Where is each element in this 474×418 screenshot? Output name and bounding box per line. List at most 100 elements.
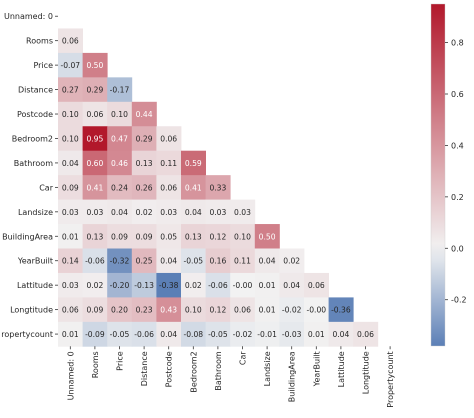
cell-value-label: 0.16: [209, 257, 226, 266]
cell-value-label: -0.03: [282, 330, 302, 339]
cell-value-label: 0.04: [111, 208, 128, 217]
cell-value-label: 0.05: [160, 232, 177, 241]
heatmap-cell: [58, 28, 83, 54]
cell-value-label: 0.50: [86, 61, 103, 70]
x-tick-label: Landsize: [263, 351, 272, 386]
heatmap-cell: [107, 101, 133, 127]
cell-value-label: 0.44: [136, 110, 153, 119]
y-tick-label: Rooms: [26, 37, 53, 46]
colorbar: [430, 3, 446, 347]
heatmap-cell: [230, 224, 256, 249]
y-tick-label: Longtitude: [10, 306, 53, 315]
heatmap-cell: [181, 321, 206, 347]
heatmap-cell: [107, 175, 133, 200]
heatmap-cell: [131, 224, 157, 249]
cell-value-label: 0.12: [209, 306, 226, 315]
y-tick-label: Postcode: [17, 110, 53, 119]
cell-value-label: 0.01: [259, 281, 276, 290]
heatmap-cell: [156, 272, 182, 298]
heatmap-cell: [156, 224, 182, 249]
heatmap-cell: [58, 248, 83, 274]
cell-value-label: 0.10: [111, 110, 128, 119]
cell-value-label: 0.10: [185, 306, 202, 315]
colorbar-tick-label: 0.4: [451, 141, 464, 150]
x-tick-label: Bedroom2: [189, 351, 198, 392]
heatmap-cell: [82, 199, 108, 225]
cell-value-label: -0.00: [233, 281, 253, 290]
heatmap-cell: [230, 321, 256, 347]
cell-value-label: 0.13: [86, 232, 103, 241]
cell-value-label: 0.06: [357, 330, 374, 339]
heatmap-cell: [82, 150, 108, 176]
heatmap-cell: [131, 175, 157, 200]
heatmap-cell: [58, 150, 83, 176]
cell-value-label: 0.13: [185, 232, 202, 241]
cell-value-label: -0.02: [233, 330, 253, 339]
heatmap-cell: [205, 199, 231, 225]
cell-value-label: 0.20: [111, 306, 128, 315]
cell-value-label: 0.01: [62, 330, 79, 339]
x-tick-label: Longtitude: [362, 351, 371, 394]
cell-value-label: 0.02: [86, 281, 103, 290]
heatmap-cell: [205, 175, 231, 200]
cell-value-label: 0.06: [86, 110, 103, 119]
heatmap-cell: [254, 321, 280, 347]
y-tick-label: Landsize: [18, 208, 53, 217]
heatmap-cell: [82, 272, 108, 298]
cell-value-label: 0.43: [160, 306, 177, 315]
heatmap-cell: [131, 150, 157, 176]
heatmap-cell: [107, 321, 133, 347]
heatmap-cell: [107, 248, 133, 274]
cell-value-label: 0.06: [160, 134, 177, 143]
cell-value-label: 0.27: [62, 86, 79, 95]
heatmap-cell: [131, 297, 157, 323]
cell-value-label: -0.32: [110, 257, 130, 266]
heatmap-cell: [82, 297, 108, 323]
cell-value-label: 0.03: [62, 281, 79, 290]
heatmap-cell: [181, 272, 206, 298]
cell-value-label: -0.00: [306, 306, 326, 315]
heatmap-cell: [82, 248, 108, 274]
heatmap-cell: [279, 272, 305, 298]
colorbar-tick-label: 0.6: [451, 90, 464, 99]
cell-value-label: 0.46: [111, 159, 128, 168]
cell-value-label: -0.06: [208, 281, 228, 290]
x-tick-label: BuildingArea: [288, 351, 297, 402]
cell-value-label: 0.11: [234, 257, 251, 266]
heatmap-cell: [82, 101, 108, 127]
heatmap-cell: [156, 175, 182, 200]
heatmap-cell: [82, 77, 108, 103]
heatmap-cell: [156, 126, 182, 152]
y-tick-label: YearBuilt: [17, 257, 53, 266]
cell-value-label: 0.09: [111, 232, 128, 241]
heatmap-cell: [304, 321, 329, 347]
cell-value-label: 0.03: [234, 208, 251, 217]
cell-value-label: -0.01: [257, 330, 277, 339]
cell-value-label: 0.06: [62, 306, 79, 315]
cell-value-label: 0.03: [160, 208, 177, 217]
cell-value-label: -0.13: [134, 281, 154, 290]
heatmap-cell: [230, 272, 256, 298]
cell-value-label: 0.02: [283, 257, 300, 266]
cell-value-label: 0.12: [209, 232, 226, 241]
heatmap-cell: [107, 77, 133, 103]
cell-value-label: 0.06: [62, 37, 79, 46]
heatmap-cell: [181, 150, 206, 176]
cell-value-label: 0.06: [234, 306, 251, 315]
heatmap-cell: [58, 77, 83, 103]
heatmap-cell: [58, 297, 83, 323]
cell-value-label: -0.07: [60, 61, 80, 70]
heatmap-cell: [353, 321, 379, 347]
y-tick-label: Price: [33, 61, 53, 70]
x-tick-label: Rooms: [91, 351, 100, 378]
heatmap-cell: [131, 272, 157, 298]
x-tick-label: Distance: [140, 351, 149, 386]
cell-value-label: -0.05: [183, 257, 203, 266]
heatmap-cell: [304, 272, 329, 298]
cell-value-label: 0.29: [86, 86, 103, 95]
heatmap-cell: [254, 248, 280, 274]
y-tick-label: Unnamed: 0: [4, 12, 53, 21]
heatmap-cell: [205, 248, 231, 274]
